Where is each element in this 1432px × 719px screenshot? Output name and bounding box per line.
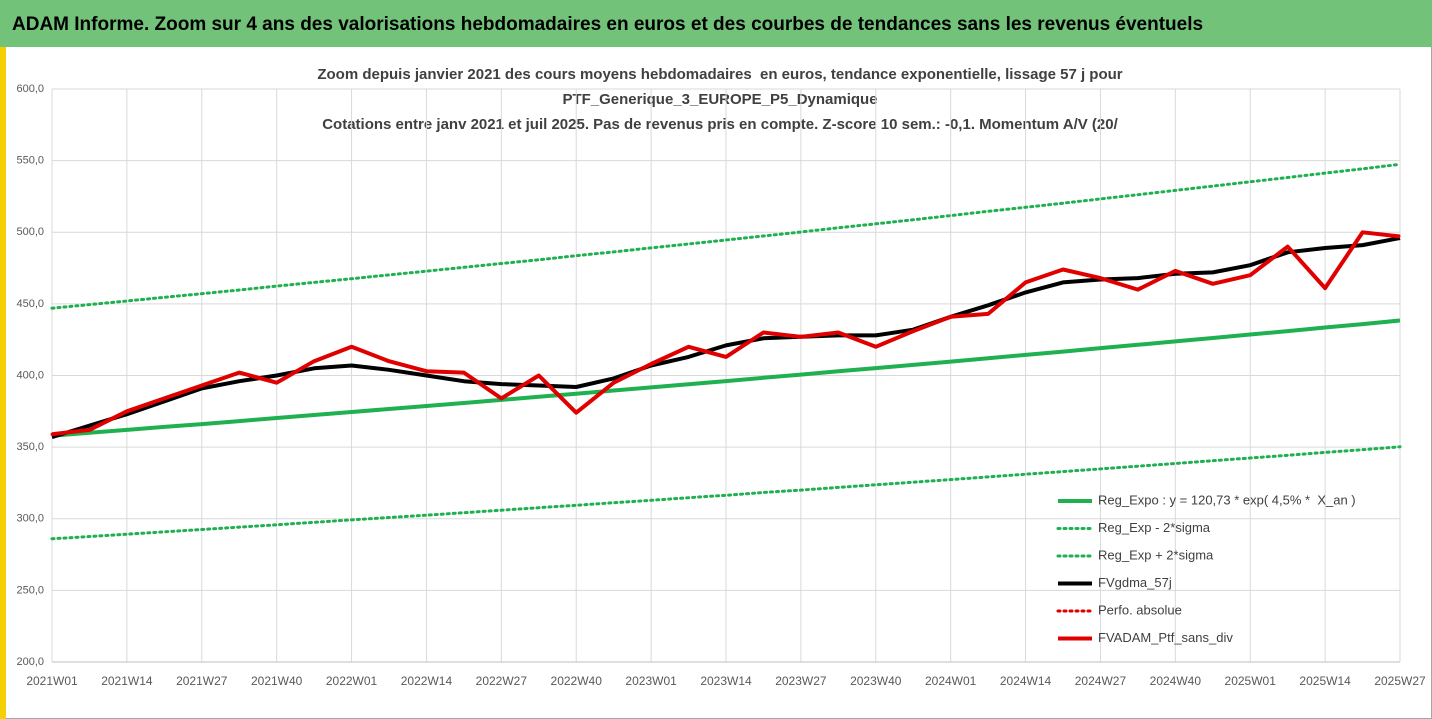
header-title: ADAM Informe. Zoom sur 4 ans des valoris…	[12, 14, 1203, 35]
legend-label: FVgdma_57j	[1098, 575, 1172, 590]
x-tick-label: 2021W27	[176, 674, 228, 688]
x-tick-label: 2024W01	[925, 674, 977, 688]
y-tick-label: 400,0	[16, 369, 44, 381]
y-tick-label: 300,0	[16, 513, 44, 525]
x-tick-label: 2024W14	[1000, 674, 1052, 688]
x-tick-label: 2023W14	[700, 674, 752, 688]
legend-label: Reg_Exp + 2*sigma	[1098, 547, 1214, 562]
x-tick-label: 2022W40	[551, 674, 603, 688]
chart-title: PTF_Generique_3_EUROPE_P5_Dynamique	[562, 91, 877, 108]
x-tick-label: 2023W40	[850, 674, 902, 688]
x-tick-label: 2021W14	[101, 674, 153, 688]
y-tick-label: 450,0	[16, 298, 44, 310]
series-line	[51, 236, 1401, 440]
x-tick-label: 2025W14	[1299, 674, 1351, 688]
x-tick-label: 2023W27	[775, 674, 827, 688]
x-tick-label: 2025W27	[1374, 674, 1426, 688]
x-tick-label: 2022W01	[326, 674, 378, 688]
legend-label: Perfo. absolue	[1098, 602, 1182, 617]
series-line	[51, 318, 1401, 438]
chart-title: Zoom depuis janvier 2021 des cours moyen…	[317, 66, 1122, 83]
chart: Zoom depuis janvier 2021 des cours moyen…	[16, 66, 1426, 688]
y-tick-label: 550,0	[16, 155, 44, 167]
legend-label: Reg_Expo : y = 120,73 * exp( 4,5% * X_an…	[1098, 492, 1356, 507]
x-tick-label: 2021W01	[26, 674, 78, 688]
legend-label: Reg_Exp - 2*sigma	[1098, 520, 1211, 535]
y-tick-label: 350,0	[16, 441, 44, 453]
y-tick-label: 200,0	[16, 656, 44, 668]
x-tick-label: 2022W27	[476, 674, 528, 688]
series-line	[50, 445, 1402, 541]
x-tick-label: 2023W01	[625, 674, 677, 688]
legend-label: FVADAM_Ptf_sans_div	[1098, 630, 1233, 645]
y-tick-label: 600,0	[16, 83, 44, 95]
x-tick-label: 2025W01	[1225, 674, 1277, 688]
x-tick-label: 2024W40	[1150, 674, 1202, 688]
y-tick-label: 250,0	[16, 584, 44, 596]
series-line	[50, 162, 1402, 310]
x-tick-label: 2021W40	[251, 674, 303, 688]
series-line	[51, 230, 1401, 437]
left-accent	[0, 0, 6, 719]
y-tick-label: 500,0	[16, 226, 44, 238]
x-tick-label: 2024W27	[1075, 674, 1127, 688]
header-bar	[0, 0, 1432, 47]
x-tick-label: 2022W14	[401, 674, 453, 688]
chart-title: Cotations entre janv 2021 et juil 2025. …	[322, 116, 1118, 133]
